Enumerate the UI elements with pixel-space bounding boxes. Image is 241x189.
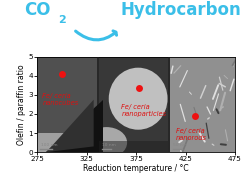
Bar <box>37 57 97 133</box>
Bar <box>170 57 235 152</box>
Polygon shape <box>46 100 94 152</box>
Text: Fe/ ceria
nanocubes: Fe/ ceria nanocubes <box>42 93 79 106</box>
Y-axis label: Olefin / paraffin ratio: Olefin / paraffin ratio <box>18 64 27 145</box>
Text: 50 nm: 50 nm <box>173 143 187 147</box>
Point <box>60 72 64 75</box>
Polygon shape <box>46 100 103 152</box>
Text: Fe/ ceria
nanoparticles: Fe/ ceria nanoparticles <box>121 104 167 117</box>
Bar <box>99 141 168 152</box>
Ellipse shape <box>86 127 127 158</box>
Point <box>194 114 197 117</box>
Text: 100 nm: 100 nm <box>41 143 57 147</box>
X-axis label: Reduction temperature / °C: Reduction temperature / °C <box>83 164 189 173</box>
Text: 10 nm: 10 nm <box>102 143 116 147</box>
Point <box>137 87 141 90</box>
Bar <box>99 57 168 152</box>
Text: Fe/ ceria
nanorods: Fe/ ceria nanorods <box>176 128 207 141</box>
Bar <box>37 57 97 152</box>
Text: 2: 2 <box>58 15 66 25</box>
Text: CO: CO <box>24 1 51 19</box>
Ellipse shape <box>109 68 167 130</box>
Text: Hydrocarbons: Hydrocarbons <box>120 1 241 19</box>
